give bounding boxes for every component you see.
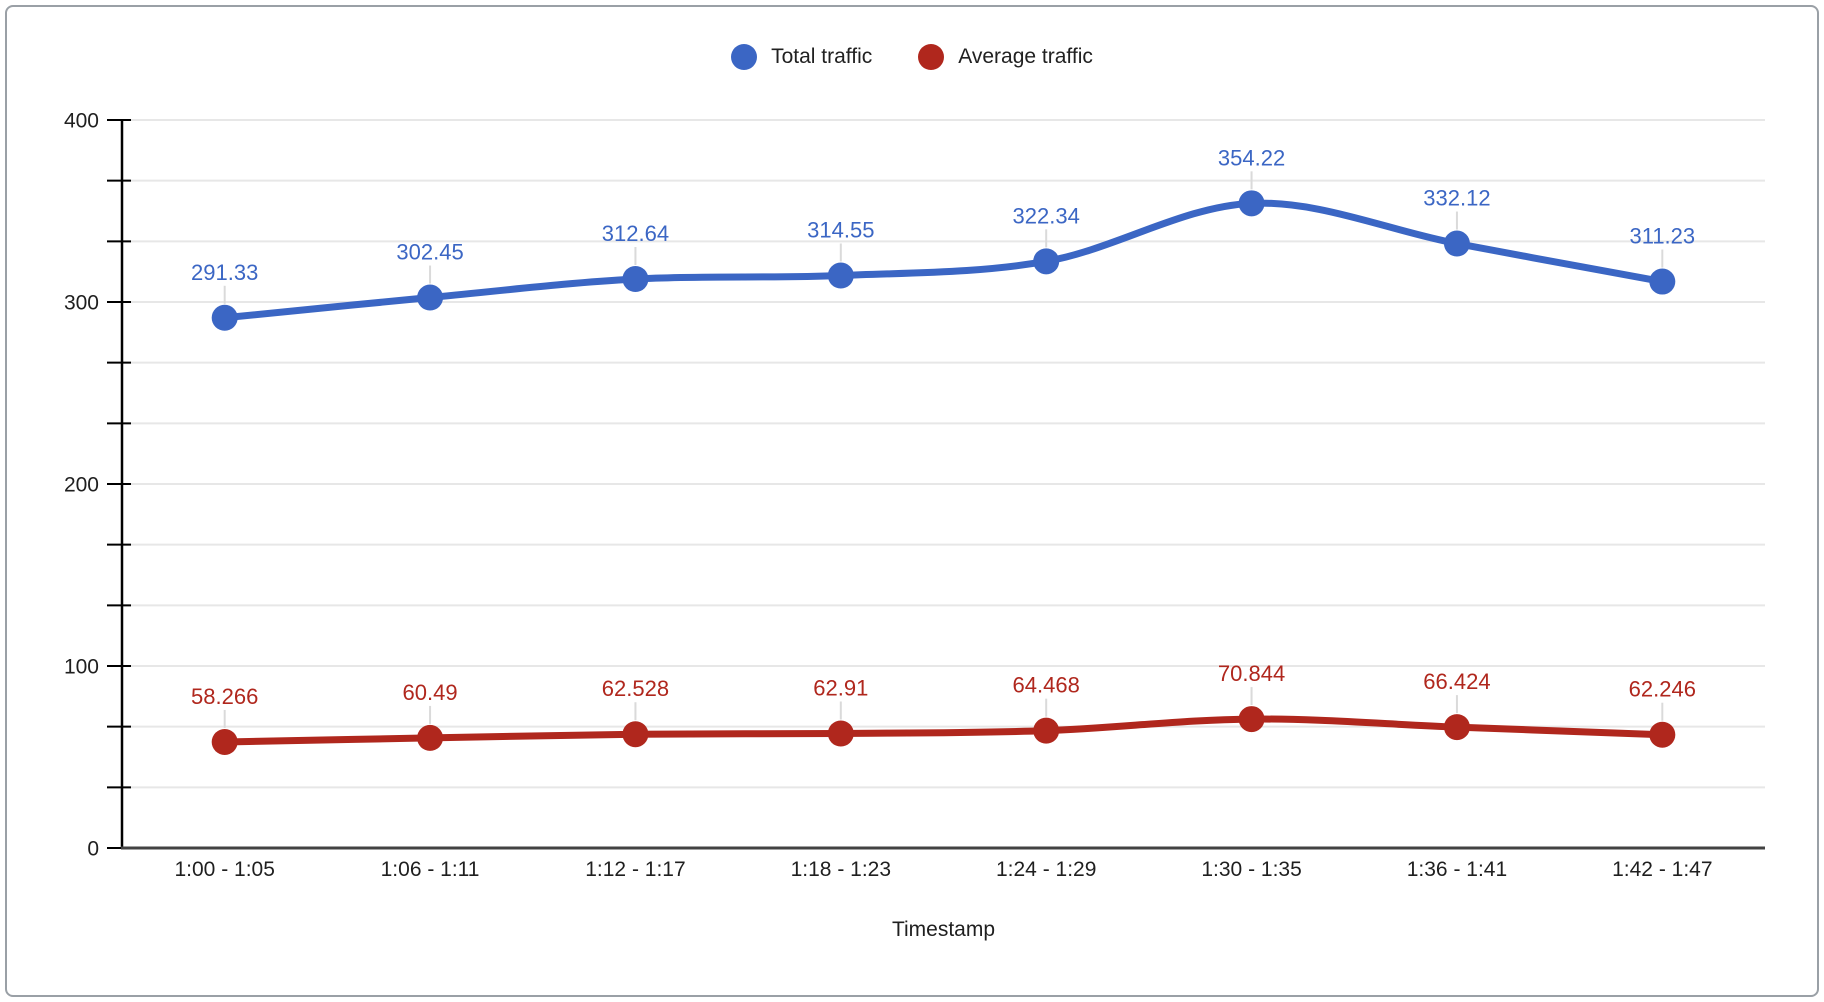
x-tick-label: 1:00 - 1:05 — [174, 858, 274, 881]
average-traffic-data-label: 62.246 — [1629, 677, 1696, 702]
y-tick-label: 100 — [64, 656, 99, 679]
y-tick-label: 200 — [64, 474, 99, 497]
x-tick-label: 1:30 - 1:35 — [1201, 858, 1301, 881]
y-tick-label: 400 — [64, 110, 99, 133]
legend-item-total-traffic[interactable]: Total traffic — [731, 44, 872, 70]
x-tick-label: 1:36 - 1:41 — [1407, 858, 1507, 881]
total-traffic-data-point[interactable] — [622, 265, 649, 292]
average-traffic-marker-icon — [918, 44, 945, 70]
total-traffic-data-label: 314.55 — [807, 218, 874, 243]
x-axis-title: Timestamp — [891, 918, 996, 941]
total-traffic-data-point[interactable] — [211, 304, 238, 331]
average-traffic-data-label: 66.424 — [1423, 669, 1490, 694]
total-traffic-data-point[interactable] — [1238, 190, 1265, 217]
average-traffic-line — [221, 715, 1666, 746]
x-tick-label: 1:12 - 1:17 — [585, 858, 685, 881]
average-traffic-data-label: 60.49 — [403, 680, 458, 705]
average-traffic-data-label: 62.91 — [813, 676, 868, 701]
chart-legend: Total traffic Average traffic — [0, 44, 1824, 70]
average-traffic-data-label: 58.266 — [191, 684, 258, 709]
total-traffic-data-label: 302.45 — [396, 240, 463, 265]
total-traffic-data-point[interactable] — [417, 284, 444, 311]
total-traffic-data-label: 322.34 — [1013, 203, 1080, 228]
average-traffic-data-point[interactable] — [622, 721, 649, 748]
average-traffic-data-point[interactable] — [1443, 714, 1470, 741]
y-tick-label: 300 — [64, 292, 99, 315]
total-traffic-data-point[interactable] — [1443, 230, 1470, 257]
x-tick-label: 1:24 - 1:29 — [996, 858, 1096, 881]
total-traffic-line — [221, 199, 1666, 322]
x-tick-label: 1:06 - 1:11 — [381, 858, 480, 881]
total-traffic-data-label: 354.22 — [1218, 145, 1285, 170]
average-traffic-data-label: 64.468 — [1013, 673, 1080, 698]
total-traffic-data-label: 312.64 — [602, 221, 669, 246]
average-traffic-data-point[interactable] — [1033, 717, 1060, 744]
average-traffic-data-point[interactable] — [827, 720, 854, 747]
average-traffic-data-point[interactable] — [1238, 706, 1265, 733]
legend-item-average-traffic[interactable]: Average traffic — [918, 44, 1093, 70]
x-tick-label: 1:42 - 1:47 — [1612, 858, 1712, 881]
total-traffic-data-point[interactable] — [827, 262, 854, 289]
total-traffic-data-label: 311.23 — [1629, 224, 1695, 249]
total-traffic-data-point[interactable] — [1649, 268, 1676, 295]
average-traffic-data-point[interactable] — [1649, 721, 1676, 748]
legend-label-average-traffic: Average traffic — [958, 45, 1093, 68]
average-traffic-data-point[interactable] — [417, 724, 444, 751]
total-traffic-data-label: 291.33 — [191, 260, 258, 285]
average-traffic-data-point[interactable] — [211, 728, 238, 755]
x-tick-label: 1:18 - 1:23 — [791, 858, 891, 881]
average-traffic-data-label: 62.528 — [602, 676, 669, 701]
total-traffic-marker-icon — [731, 44, 758, 70]
total-traffic-data-point[interactable] — [1033, 248, 1060, 275]
average-traffic-data-label: 70.844 — [1218, 661, 1285, 686]
y-tick-label: 0 — [87, 838, 99, 861]
legend-label-total-traffic: Total traffic — [771, 45, 873, 68]
total-traffic-data-label: 332.12 — [1423, 186, 1490, 211]
